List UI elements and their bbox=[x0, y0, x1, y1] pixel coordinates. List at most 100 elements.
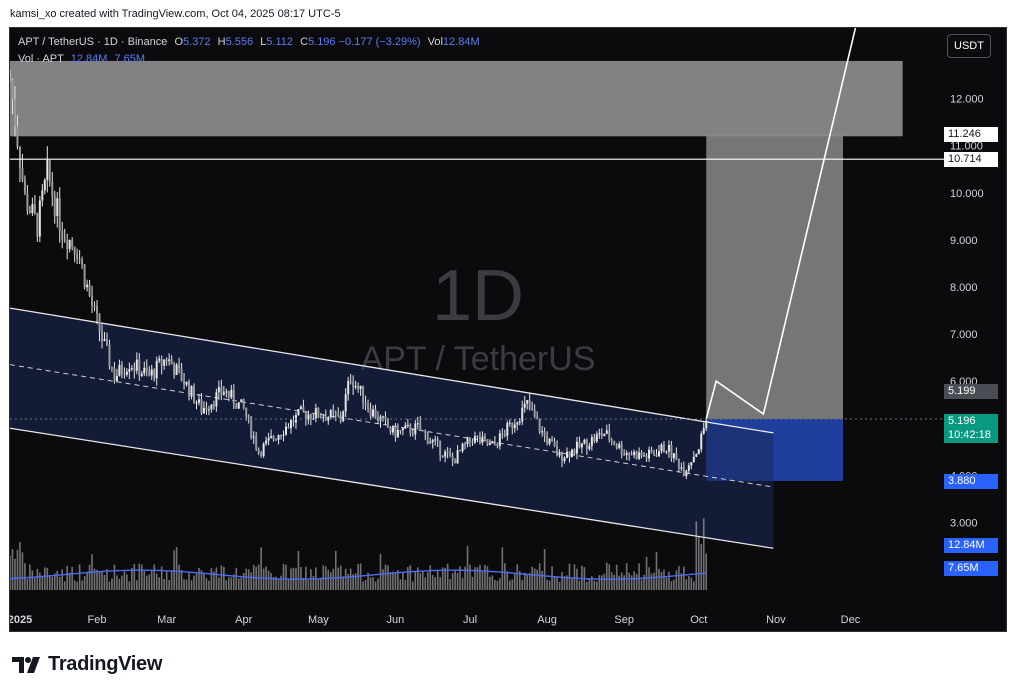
volume-bar bbox=[504, 563, 506, 590]
volume-bar bbox=[558, 581, 561, 590]
candle-body bbox=[573, 449, 576, 454]
open-value: 5.372 bbox=[183, 36, 211, 48]
volume-bar bbox=[618, 575, 621, 590]
volume-bar bbox=[690, 577, 693, 590]
volume-bar bbox=[486, 566, 489, 590]
volume-bar bbox=[305, 566, 307, 590]
volume-bar bbox=[237, 578, 240, 590]
volume-bar bbox=[372, 577, 374, 590]
candle-body bbox=[687, 465, 690, 471]
volume-bar bbox=[479, 564, 481, 590]
candle-body bbox=[436, 439, 439, 441]
candle-body bbox=[227, 391, 230, 398]
candle-body bbox=[464, 443, 467, 445]
candle-body bbox=[309, 414, 312, 420]
candle-body bbox=[349, 381, 352, 383]
candle-body bbox=[260, 453, 263, 456]
volume-bar bbox=[66, 565, 68, 590]
volume-bar bbox=[546, 579, 548, 590]
volume-bar bbox=[591, 576, 593, 590]
volume-bar bbox=[630, 575, 633, 590]
volume-bar bbox=[588, 578, 591, 590]
volume-bar bbox=[382, 569, 384, 590]
candle-body bbox=[108, 344, 111, 367]
volume-bar bbox=[170, 570, 173, 590]
tradingview-brand: TradingView bbox=[48, 653, 163, 675]
low-label: L bbox=[260, 36, 267, 48]
candle-body bbox=[215, 392, 218, 407]
candle-body bbox=[280, 435, 283, 437]
volume-bar bbox=[86, 571, 88, 590]
volume-bar bbox=[424, 577, 427, 590]
candle-body bbox=[575, 441, 578, 454]
candle-body bbox=[173, 364, 176, 375]
candle-body bbox=[454, 460, 457, 464]
volume-bar bbox=[665, 577, 668, 590]
candle-body bbox=[389, 427, 392, 433]
candle-body bbox=[128, 369, 131, 372]
candle-body bbox=[478, 436, 481, 443]
volume-bar bbox=[660, 571, 663, 590]
candle-body bbox=[565, 451, 568, 458]
volume-bar bbox=[240, 577, 243, 590]
volume-bar bbox=[116, 575, 118, 590]
candle-body bbox=[252, 436, 255, 438]
volume-bar bbox=[334, 550, 337, 590]
tradingview-logo-icon bbox=[12, 656, 40, 673]
volume-bar bbox=[329, 572, 332, 590]
volume-bar bbox=[148, 574, 151, 590]
candle-body bbox=[188, 381, 191, 397]
candle-body bbox=[148, 371, 151, 376]
candle-body bbox=[439, 440, 442, 456]
candle-body bbox=[327, 417, 330, 421]
candle-body bbox=[695, 454, 698, 457]
volume-legend[interactable]: Vol · APT 12.84M 7.65M bbox=[18, 53, 145, 65]
volume-bar bbox=[553, 576, 556, 590]
candle-body bbox=[314, 408, 317, 419]
candle-body bbox=[483, 436, 486, 440]
volume-bar bbox=[61, 569, 64, 590]
currency-button[interactable]: USDT bbox=[947, 34, 991, 58]
candle-body bbox=[240, 399, 243, 403]
volume-bar bbox=[516, 564, 519, 590]
volume-bar bbox=[439, 577, 441, 590]
candle-body bbox=[53, 195, 56, 216]
volume-bar bbox=[364, 580, 367, 590]
time-axis-tick: Oct bbox=[690, 614, 707, 626]
volume-bar bbox=[680, 573, 683, 590]
candle-body bbox=[245, 407, 248, 417]
candle-body bbox=[451, 455, 454, 461]
candle-body bbox=[190, 386, 193, 397]
volume-bar bbox=[673, 579, 675, 590]
candle-body bbox=[163, 359, 166, 366]
time-axis-tick: Mar bbox=[157, 614, 176, 626]
candle-body bbox=[133, 368, 136, 371]
candle-body bbox=[692, 456, 695, 463]
candle-body bbox=[88, 284, 91, 296]
volume-bar bbox=[93, 568, 96, 590]
candle-body bbox=[81, 259, 84, 265]
volume-bar bbox=[354, 573, 357, 590]
candle-body bbox=[667, 444, 670, 452]
volume-bar bbox=[700, 543, 703, 590]
volume-bar bbox=[658, 568, 660, 590]
volume-bar bbox=[275, 576, 277, 590]
volume-bar bbox=[623, 575, 625, 590]
symbol-legend[interactable]: APT / TetherUS · 1D · Binance O5.372 H5.… bbox=[18, 36, 480, 48]
volume-bar bbox=[320, 577, 322, 590]
candle-body bbox=[570, 449, 573, 458]
volume-bar bbox=[648, 567, 650, 590]
tradingview-logo[interactable]: TradingView bbox=[12, 653, 162, 676]
volume-bar bbox=[41, 576, 44, 590]
volume-bar bbox=[220, 565, 223, 590]
candle-body bbox=[289, 420, 292, 429]
volume-bar bbox=[10, 555, 11, 590]
volume-bar bbox=[625, 563, 628, 590]
candle-body bbox=[334, 412, 337, 415]
candle-body bbox=[608, 430, 611, 440]
volume-ma-value: 7.65M bbox=[114, 53, 146, 65]
volume-bar bbox=[208, 580, 210, 590]
candle-body bbox=[145, 367, 148, 372]
